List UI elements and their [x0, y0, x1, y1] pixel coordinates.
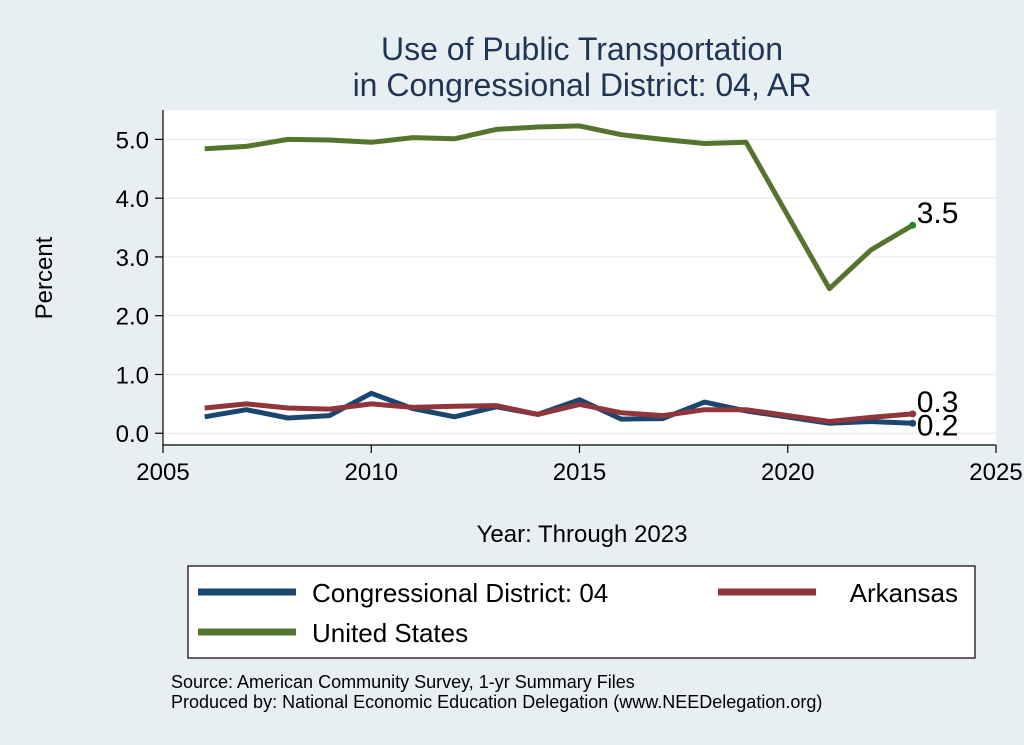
end-label-arkansas: 0.3 — [917, 386, 959, 419]
legend-entry-arkansas: Arkansas — [718, 578, 958, 608]
y-tick-label: 5.0 — [116, 127, 149, 154]
legend-entry-district: Congressional District: 04 — [198, 578, 608, 608]
x-tick-label: 2010 — [345, 459, 398, 486]
series-end-point — [909, 221, 917, 229]
chart-title-line-2: in Congressional District: 04, AR — [353, 67, 812, 103]
x-tick-label: 2025 — [969, 459, 1022, 486]
y-tick-label: 1.0 — [116, 362, 149, 389]
series-end-point — [909, 410, 917, 418]
end-label-united-states: 3.5 — [917, 197, 959, 230]
legend-label-united-states: United States — [312, 618, 468, 648]
legend-label-arkansas: Arkansas — [850, 578, 958, 608]
y-axis: 0.0 1.0 2.0 3.0 4.0 5.0 — [116, 110, 164, 448]
x-axis: 2005 2010 2015 2020 2025 — [136, 444, 1023, 486]
series-line-united-states — [204, 123, 914, 292]
chart-title-line-1: Use of Public Transportation — [381, 31, 783, 67]
x-tick-label: 2020 — [761, 459, 814, 486]
y-tick-label: 4.0 — [116, 186, 149, 213]
end-labels: 0.20.3 3.5 — [917, 197, 959, 442]
x-tick-label: 2015 — [553, 459, 606, 486]
x-tick-label: 2005 — [136, 459, 189, 486]
source-line-1: Source: American Community Survey, 1-yr … — [171, 672, 635, 692]
source-line-2: Produced by: National Economic Education… — [171, 692, 822, 712]
legend-entry-united-states: United States — [198, 618, 468, 648]
plot-area — [163, 110, 996, 445]
y-tick-label: 0.0 — [116, 421, 149, 448]
end-label-congressional-district-04: 0.2 — [917, 409, 959, 442]
series-lines — [204, 123, 917, 427]
series-line-arkansas — [204, 401, 913, 424]
y-tick-label: 3.0 — [116, 245, 149, 272]
gridlines — [163, 138, 996, 434]
y-axis-label: Percent — [31, 236, 58, 319]
y-tick-label: 2.0 — [116, 304, 149, 331]
legend-box — [187, 565, 976, 659]
series-end-point — [909, 419, 917, 427]
x-axis-label: Year: Through 2023 — [477, 521, 688, 548]
legend-label-district: Congressional District: 04 — [312, 578, 608, 608]
